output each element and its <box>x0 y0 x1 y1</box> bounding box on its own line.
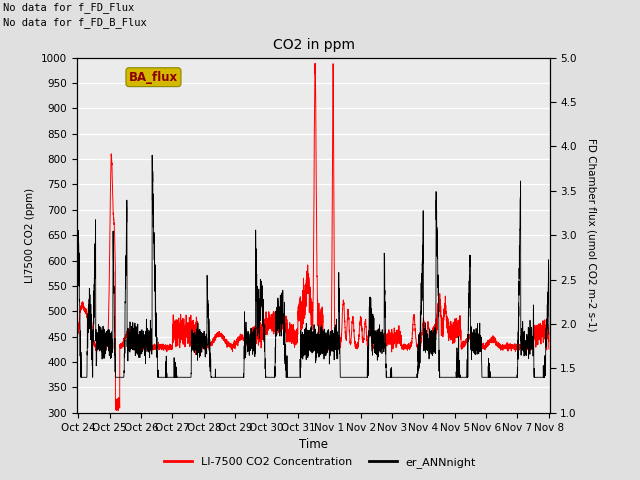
Text: No data for f_FD_Flux: No data for f_FD_Flux <box>3 2 134 13</box>
Text: BA_flux: BA_flux <box>129 71 178 84</box>
Legend: LI-7500 CO2 Concentration, er_ANNnight: LI-7500 CO2 Concentration, er_ANNnight <box>160 452 480 472</box>
Y-axis label: LI7500 CO2 (ppm): LI7500 CO2 (ppm) <box>26 188 35 283</box>
X-axis label: Time: Time <box>299 438 328 451</box>
Text: No data for f_FD_B_Flux: No data for f_FD_B_Flux <box>3 17 147 28</box>
Title: CO2 in ppm: CO2 in ppm <box>273 38 355 52</box>
Y-axis label: FD Chamber flux (umol CO2 m-2 s-1): FD Chamber flux (umol CO2 m-2 s-1) <box>586 138 596 332</box>
